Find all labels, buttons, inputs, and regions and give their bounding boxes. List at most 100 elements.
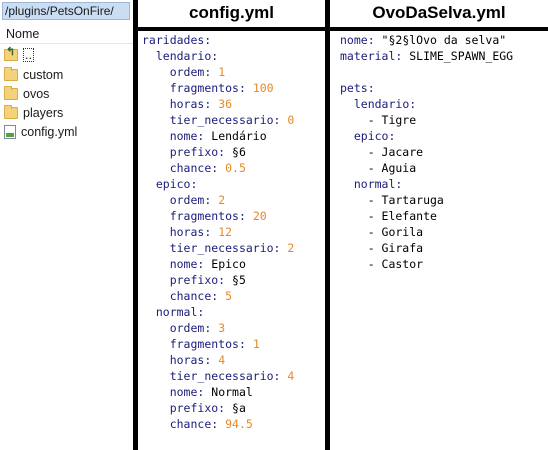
indent [142, 257, 170, 271]
indent [142, 145, 170, 159]
indent [142, 369, 170, 383]
code-line: tier_necessario: 2 [142, 240, 295, 256]
yaml-key: tier_necessario: [169, 369, 281, 383]
yaml-value: 20 [252, 209, 267, 223]
folder-icon [4, 86, 18, 100]
code-line: nome: Lendário [142, 128, 294, 144]
yaml-key: horas: [169, 97, 212, 111]
yaml-value: 0.5 [225, 161, 246, 175]
code-line: nome: Normal [142, 384, 294, 400]
code-line: horas: 12 [142, 224, 294, 240]
space [225, 401, 232, 415]
code-line: tier_necessario: 4 [142, 368, 295, 384]
divider-middle [325, 0, 330, 450]
yaml-key: fragmentos: [169, 337, 246, 351]
yaml-list-item: - Girafa [340, 241, 424, 255]
code-line: - Castor [340, 256, 513, 272]
egg-code-view: nome: "§2§lOvo da selva" material: SLIME_… [340, 32, 513, 272]
yaml-key: fragmentos: [169, 209, 246, 223]
code-line: nome: Epico [142, 256, 294, 272]
code-line: normal: [142, 304, 294, 320]
indent [142, 241, 170, 255]
code-line: chance: 0.5 [142, 160, 294, 176]
yaml-key: prefixo: [169, 273, 226, 287]
file-row-parent[interactable]: ↰ .. [4, 46, 34, 64]
column-header-name[interactable]: Nome [6, 27, 40, 41]
yaml-list-item: - Jacare [340, 145, 424, 159]
code-line: horas: 4 [142, 352, 294, 368]
yaml-list-item: - Elefante [340, 209, 437, 223]
yaml-list-item: - Aguia [340, 161, 417, 175]
file-name: config.yml [21, 125, 78, 139]
yaml-list-item: - Tigre [340, 113, 417, 127]
code-line: tier_necessario: 0 [142, 112, 295, 128]
file-row-players[interactable]: players [4, 104, 63, 122]
code-line: lendario: [142, 48, 294, 64]
code-line: pets: [340, 80, 513, 96]
space [225, 273, 232, 287]
code-line: ordem: 1 [142, 64, 294, 80]
yaml-key: raridades: [142, 33, 212, 47]
indent [142, 49, 156, 63]
yaml-list-item: - Gorila [340, 225, 424, 239]
code-line: material: SLIME_SPAWN_EGG [340, 48, 513, 64]
path-bar[interactable]: /plugins/PetsOnFire/ [2, 2, 130, 20]
yaml-value: 4 [287, 369, 295, 383]
yaml-key: epico: [155, 177, 198, 191]
yaml-key: material: [340, 49, 403, 63]
code-line: - Tigre [340, 112, 513, 128]
code-line: fragmentos: 20 [142, 208, 294, 224]
config-code-view: raridades: lendario: ordem: 1 fragmentos… [142, 32, 294, 432]
yaml-value: Epico [211, 257, 246, 271]
file-row-ovos[interactable]: ovos [4, 85, 49, 103]
code-line: - Jacare [340, 144, 513, 160]
indent [142, 401, 170, 415]
yaml-value: 36 [218, 97, 233, 111]
yaml-key: chance: [169, 289, 219, 303]
file-name: .. [23, 48, 34, 62]
indent [142, 193, 170, 207]
code-line: lendario: [340, 96, 513, 112]
indent [142, 161, 170, 175]
code-line: fragmentos: 100 [142, 80, 294, 96]
indent [142, 305, 156, 319]
code-line: horas: 36 [142, 96, 294, 112]
yaml-key: ordem: [169, 65, 212, 79]
blank-line [340, 64, 513, 80]
space [225, 145, 232, 159]
yaml-value: 5 [225, 289, 233, 303]
indent [142, 81, 170, 95]
yaml-key: tier_necessario: [169, 113, 281, 127]
code-line: prefixo: §6 [142, 144, 294, 160]
indent [142, 273, 170, 287]
yaml-value: 2 [287, 241, 295, 255]
indent [142, 353, 170, 367]
yaml-value: 100 [252, 81, 274, 95]
yaml-value: 3 [218, 321, 226, 335]
yaml-key: prefixo: [169, 401, 226, 415]
code-line: raridades: [142, 32, 294, 48]
file-row-config[interactable]: config.yml [4, 123, 77, 141]
yaml-value: 2 [218, 193, 226, 207]
yaml-list-item: - Tartaruga [340, 193, 444, 207]
indent [142, 129, 170, 143]
yaml-value: 0 [287, 113, 295, 127]
file-row-custom[interactable]: custom [4, 66, 63, 84]
indent [142, 225, 170, 239]
header-divider [133, 27, 548, 31]
indent [142, 337, 170, 351]
yaml-key: normal: [353, 177, 403, 191]
yaml-key: pets: [340, 81, 375, 95]
yaml-key: lendario: [353, 97, 417, 111]
space [246, 209, 253, 223]
yaml-key: ordem: [169, 193, 212, 207]
yaml-value: 1 [252, 337, 260, 351]
indent [142, 97, 170, 111]
yaml-key: lendario: [155, 49, 219, 63]
yaml-key: epico: [353, 129, 396, 143]
yaml-key: chance: [169, 417, 219, 431]
yaml-key: prefixo: [169, 145, 226, 159]
folder-icon [4, 67, 18, 81]
yaml-key: chance: [169, 161, 219, 175]
code-line: - Aguia [340, 160, 513, 176]
